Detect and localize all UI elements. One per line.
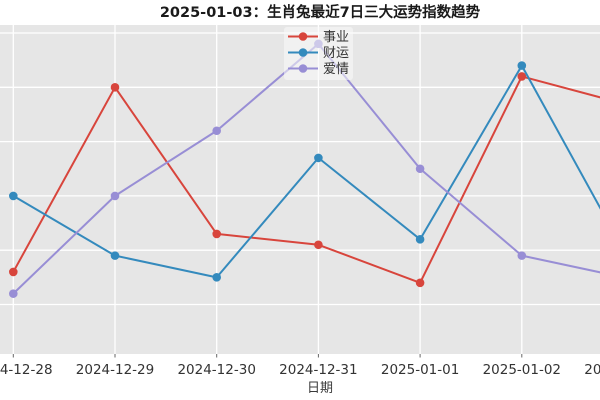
data-point-career — [9, 267, 18, 277]
data-point-love — [110, 191, 120, 201]
data-point-career — [314, 240, 323, 250]
data-point-career — [110, 83, 120, 92]
data-point-wealth — [314, 153, 323, 163]
data-point-love — [517, 251, 527, 260]
x-axis-title: 日期 — [307, 381, 333, 396]
x-tick-label: 2024-12-29 — [76, 362, 154, 378]
data-point-wealth — [212, 273, 221, 282]
data-point-love — [415, 164, 425, 174]
legend-label-career: 事业 — [323, 30, 349, 45]
legend-marker-wealth — [298, 48, 308, 57]
data-point-career — [415, 278, 425, 288]
x-tick-label: 2025-01-01 — [381, 362, 459, 378]
legend-marker-career — [298, 32, 308, 41]
data-point-wealth — [415, 235, 425, 244]
data-point-career — [517, 72, 527, 81]
data-point-love — [9, 289, 18, 298]
x-tick-label: 2024-12-30 — [177, 362, 255, 378]
x-tick-label: 2025-01-03 — [584, 362, 600, 378]
x-tick-label: 2024-12-31 — [279, 362, 357, 378]
x-tick-label: 2024-12-28 — [0, 362, 53, 378]
legend-label-love: 爱情 — [323, 62, 349, 77]
x-axis: 2024-12-28 2024-12-29 2024-12-30 2024-12-31… — [0, 354, 600, 378]
data-point-wealth — [9, 191, 18, 201]
x-tick-label: 2025-01-02 — [483, 362, 561, 378]
legend-label-wealth: 财运 — [323, 46, 349, 61]
gridlines — [0, 25, 600, 354]
data-point-love — [212, 126, 221, 136]
data-point-career — [212, 229, 221, 239]
data-point-wealth — [110, 251, 120, 260]
chart-title: 2025-01-03：生肖兔最近7日三大运势指数趋势 — [160, 3, 481, 21]
legend-marker-love — [298, 64, 308, 73]
data-point-wealth — [517, 61, 527, 70]
